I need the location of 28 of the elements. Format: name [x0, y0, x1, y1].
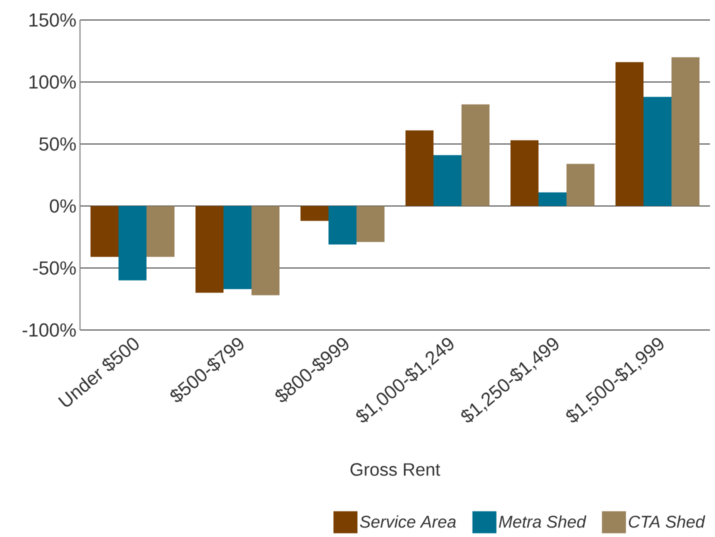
bar	[196, 206, 224, 293]
bar	[462, 104, 490, 206]
bar	[406, 130, 434, 206]
bar	[672, 57, 700, 206]
bar	[510, 140, 538, 206]
bar	[118, 206, 146, 280]
bar	[644, 96, 672, 206]
bar	[538, 192, 566, 206]
bar	[356, 206, 384, 242]
legend-label: Service Area	[360, 515, 456, 528]
y-tick-label: 150%	[30, 13, 76, 27]
y-tick-label: 50%	[39, 137, 76, 151]
y-tick-label: -100%	[22, 323, 76, 337]
bar	[90, 206, 118, 257]
bar	[566, 164, 594, 206]
bar	[300, 206, 328, 221]
legend-label: CTA Shed	[628, 515, 706, 528]
x-axis-title: Gross Rent	[350, 463, 440, 476]
y-tick-label: 100%	[30, 75, 76, 89]
bar	[224, 206, 252, 290]
bar	[252, 206, 280, 296]
bar	[616, 62, 644, 206]
bar	[434, 155, 462, 206]
y-tick-label: -50%	[33, 261, 76, 275]
legend-label: Metra Shed	[498, 515, 586, 528]
y-tick-label: 0%	[50, 199, 76, 213]
bar	[328, 206, 356, 244]
bar	[146, 206, 174, 257]
